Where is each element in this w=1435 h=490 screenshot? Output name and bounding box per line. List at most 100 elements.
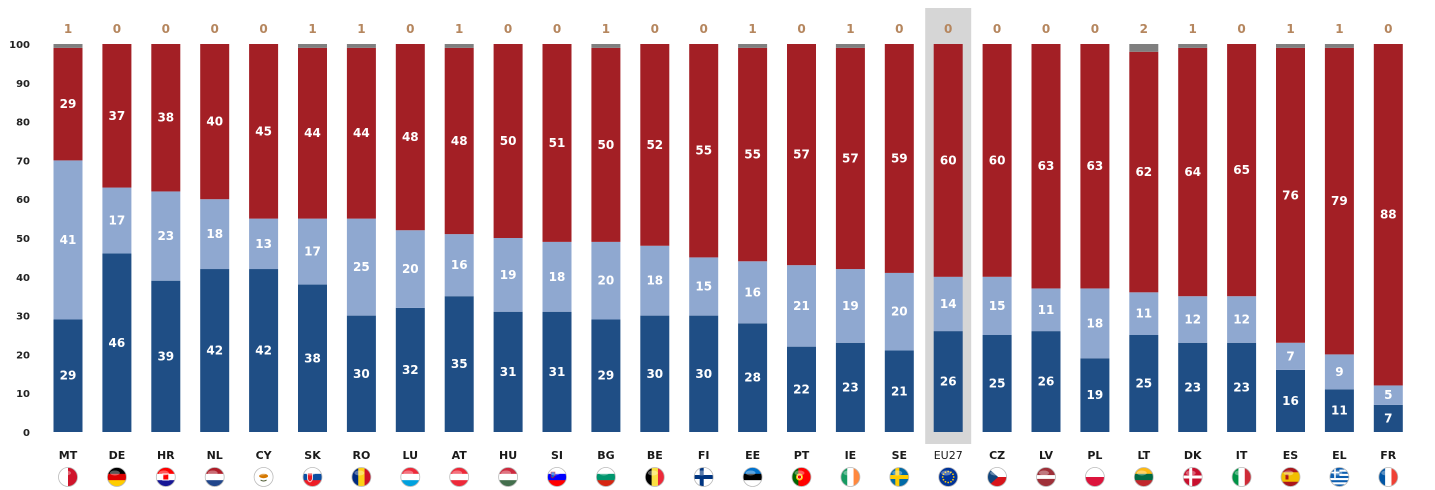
bar-segment-3 [1178, 47, 1208, 297]
bar-segment-1 [982, 335, 1012, 432]
data-label: 13 [255, 237, 272, 251]
data-label: 76 [1282, 188, 1299, 202]
data-label: 28 [744, 371, 761, 385]
bar-segment-3 [835, 47, 865, 270]
bar-segment-3 [933, 44, 963, 277]
data-label: 30 [646, 367, 663, 381]
bar-segment-2 [933, 276, 963, 332]
category-label: EL [1332, 449, 1347, 462]
flag-icon [987, 467, 1007, 487]
data-label: 16 [744, 285, 761, 299]
data-label: 19 [842, 299, 859, 313]
data-label: 20 [598, 274, 615, 288]
bar-segment-1 [395, 307, 425, 432]
data-label: 26 [1038, 375, 1055, 389]
top-value-label: 0 [504, 22, 512, 36]
bar-segment-2 [53, 160, 83, 320]
bar-segment-2 [1276, 342, 1305, 370]
top-value-label: 0 [797, 22, 805, 36]
category-label: PL [1087, 449, 1102, 462]
bar-segment-4 [1324, 44, 1354, 48]
flag-icon [791, 467, 812, 487]
data-label: 42 [206, 344, 223, 358]
bar-segment-3 [542, 44, 572, 242]
data-label: 38 [304, 351, 321, 365]
data-label: 23 [1184, 380, 1201, 394]
bar-segment-1 [102, 253, 132, 432]
top-value-label: 0 [1384, 22, 1392, 36]
bar-segment-2 [738, 261, 768, 324]
category-label: EE [745, 449, 760, 462]
bar-segment-2 [1324, 354, 1354, 390]
flag-icon [547, 467, 567, 487]
flag-icon [1378, 467, 1399, 487]
y-axis: 0 10 20 30 40 50 60 70 80 90 100 [9, 40, 30, 439]
data-label: 19 [500, 268, 517, 282]
data-label: 42 [255, 344, 272, 358]
bar-segment-2 [1080, 288, 1110, 359]
top-value-label: 0 [944, 22, 952, 36]
flag-icon [204, 467, 225, 487]
bar-segment-1 [151, 280, 181, 432]
top-value-label: 1 [602, 22, 610, 36]
bar-segment-1 [933, 331, 963, 432]
flag-icon [155, 467, 176, 487]
bar-segment-4 [738, 44, 768, 48]
data-label: 30 [353, 367, 370, 381]
bar-segment-1 [689, 315, 719, 432]
category-label: SK [304, 449, 321, 462]
data-label: 12 [1233, 312, 1250, 326]
bar-segment-3 [738, 47, 768, 262]
top-value-label: 1 [846, 22, 854, 36]
flag-icon [889, 467, 910, 487]
data-label: 23 [157, 229, 174, 243]
category-label: BE [647, 449, 663, 462]
data-label: 12 [1184, 312, 1201, 326]
top-value-label: 2 [1140, 22, 1148, 36]
bar-segment-1 [1178, 342, 1208, 432]
category-label: FI [698, 449, 710, 462]
bar-segment-2 [689, 257, 719, 316]
data-label: 31 [549, 365, 566, 379]
bar-segment-2 [444, 234, 474, 297]
bar-segment-3 [640, 44, 670, 246]
bar-segment-1 [200, 269, 230, 432]
bar-segment-3 [200, 44, 230, 200]
top-value-label: 1 [308, 22, 316, 36]
bar-segment-2 [835, 269, 865, 343]
flag-icon [1036, 467, 1056, 487]
bar-segment-3 [982, 44, 1012, 277]
bar-segment-3 [249, 44, 279, 219]
flag-icon [1280, 467, 1301, 487]
category-label: IT [1236, 449, 1248, 462]
data-label: 20 [402, 262, 419, 276]
data-label: 5 [1384, 388, 1392, 402]
bar-segment-3 [151, 44, 181, 192]
data-label: 23 [1233, 380, 1250, 394]
bar-segment-1 [346, 315, 376, 432]
bar-segment-2 [102, 187, 132, 254]
bar-segment-2 [200, 199, 230, 270]
bar-segment-3 [1031, 44, 1061, 289]
bar-segment-2 [1178, 296, 1208, 343]
flag-icon [107, 467, 127, 487]
bar-segment-1 [1129, 335, 1159, 432]
category-label: FR [1380, 449, 1397, 462]
bar-segment-2 [1227, 296, 1257, 343]
flag-icon [449, 467, 470, 487]
data-label: 60 [989, 153, 1006, 167]
bar-segment-1 [884, 350, 914, 432]
bar-segment-4 [53, 44, 83, 48]
y-tick-label: 90 [16, 79, 30, 90]
flag-icon [596, 467, 616, 487]
bar-segment-3 [102, 44, 132, 188]
y-tick-label: 100 [9, 40, 30, 51]
top-value-label: 0 [651, 22, 659, 36]
top-value-label: 0 [1237, 22, 1245, 36]
flag-icon [1329, 467, 1350, 487]
top-labels: 1 0 0 0 0 1 1 0 1 0 0 1 0 0 1 0 1 0 0 0 0 0 2 1 0 1 1 0 [64, 22, 1393, 36]
bar-segment-2 [249, 218, 279, 270]
top-value-label: 1 [1286, 22, 1294, 36]
top-value-label: 0 [113, 22, 121, 36]
bar-segment-1 [640, 315, 670, 432]
